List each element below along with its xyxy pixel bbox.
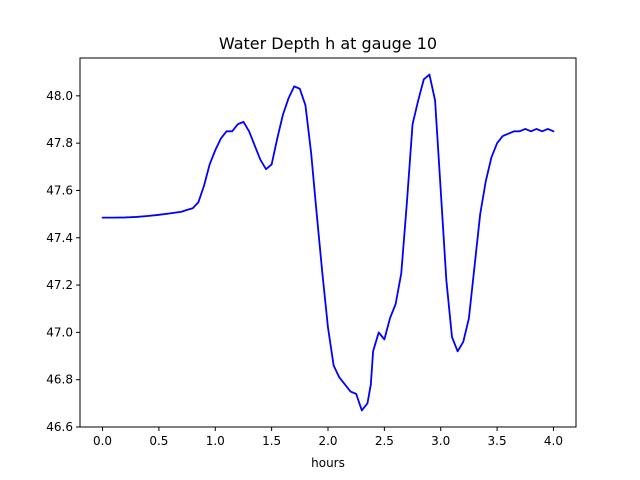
x-tick-label: 0.0 xyxy=(93,434,112,448)
x-tick-label: 2.5 xyxy=(375,434,394,448)
x-tick-label: 1.5 xyxy=(262,434,281,448)
x-tick-label: 0.5 xyxy=(149,434,168,448)
chart-title: Water Depth h at gauge 10 xyxy=(219,34,437,53)
x-tick-label: 4.0 xyxy=(544,434,563,448)
x-tick-label: 2.0 xyxy=(318,434,337,448)
axes: 0.0 0.5 1.0 1.5 2.0 2.5 3.0 3.5 4.0 46.6 46.8 47.0 4… xyxy=(46,57,577,448)
y-tick-label: 46.8 xyxy=(46,373,73,387)
y-tick-label: 47.0 xyxy=(46,325,73,339)
y-tick-label: 47.4 xyxy=(46,231,73,245)
x-tick-label: 3.0 xyxy=(431,434,450,448)
y-tick-label: 46.6 xyxy=(46,420,73,434)
y-tick-label: 47.8 xyxy=(46,136,73,150)
y-tick-label: 47.2 xyxy=(46,278,73,292)
y-tick-label: 47.6 xyxy=(46,183,73,197)
y-tick-label: 48.0 xyxy=(46,89,73,103)
x-tick-label: 3.5 xyxy=(488,434,507,448)
x-tick-label: 1.0 xyxy=(206,434,225,448)
series-line-0 xyxy=(101,73,555,412)
x-axis-label: hours xyxy=(311,456,345,470)
